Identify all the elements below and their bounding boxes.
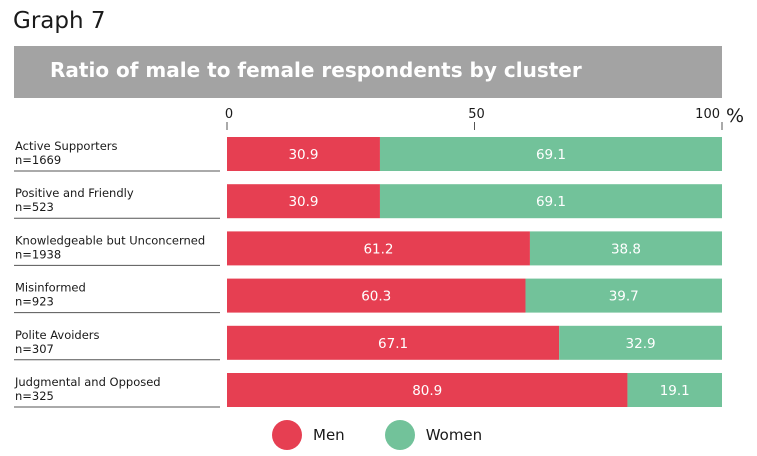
bar-value-label: 60.3 bbox=[361, 289, 391, 305]
graph-label: Graph 7 bbox=[13, 8, 106, 34]
bar-value-label: 69.1 bbox=[536, 194, 566, 210]
bar-value-label: 67.1 bbox=[378, 336, 408, 352]
x-axis-unit: % bbox=[726, 105, 744, 127]
bar-value-label: 30.9 bbox=[288, 147, 318, 163]
bar-men bbox=[227, 231, 530, 266]
bar-value-label: 80.9 bbox=[412, 383, 442, 399]
bar-men bbox=[227, 373, 628, 407]
category-label: Misinformed bbox=[15, 281, 86, 295]
x-tick-label: 50 bbox=[468, 107, 485, 122]
bar-women bbox=[627, 373, 722, 407]
x-tick-label: 100 bbox=[695, 107, 720, 122]
bar-women bbox=[379, 184, 722, 219]
sample-size-label: n=307 bbox=[15, 342, 54, 356]
category-label: Positive and Friendly bbox=[15, 186, 134, 200]
bar-men bbox=[227, 325, 560, 360]
bar-men bbox=[227, 278, 526, 313]
legend-label-women: Women bbox=[425, 426, 483, 444]
bar-value-label: 39.7 bbox=[609, 289, 639, 305]
bar-women bbox=[559, 325, 722, 360]
x-tick-label: 0 bbox=[225, 107, 233, 122]
bar-women bbox=[525, 278, 722, 313]
legend-swatch-men bbox=[272, 420, 302, 450]
bar-value-label: 30.9 bbox=[288, 194, 318, 210]
legend-swatch-women bbox=[384, 420, 415, 450]
bar-women bbox=[529, 231, 722, 266]
bar-men bbox=[227, 137, 380, 171]
bar-value-label: 69.1 bbox=[536, 147, 566, 163]
bar-women bbox=[379, 137, 722, 171]
bar-value-label: 32.9 bbox=[626, 336, 656, 352]
chart-title: Ratio of male to female respondents by c… bbox=[50, 58, 582, 82]
category-label: Knowledgeable but Unconcerned bbox=[15, 233, 205, 247]
legend: Men Women bbox=[272, 420, 522, 450]
chart-title-banner: Ratio of male to female respondents by c… bbox=[14, 46, 722, 98]
category-label: Polite Avoiders bbox=[15, 328, 100, 342]
bar-value-label: 19.1 bbox=[660, 383, 690, 399]
sample-size-label: n=1669 bbox=[15, 153, 61, 167]
category-label: Active Supporters bbox=[15, 139, 117, 153]
bar-men bbox=[227, 184, 380, 219]
legend-item-men: Men bbox=[272, 420, 345, 450]
category-label: Judgmental and Opposed bbox=[14, 375, 161, 389]
legend-label-men: Men bbox=[313, 426, 345, 444]
bar-value-label: 38.8 bbox=[611, 241, 641, 257]
legend-item-women: Women bbox=[384, 420, 483, 450]
sample-size-label: n=923 bbox=[15, 295, 54, 309]
sample-size-label: n=1938 bbox=[15, 247, 61, 261]
sample-size-label: n=325 bbox=[15, 389, 54, 403]
bar-value-label: 61.2 bbox=[363, 241, 393, 257]
sample-size-label: n=523 bbox=[15, 200, 54, 214]
